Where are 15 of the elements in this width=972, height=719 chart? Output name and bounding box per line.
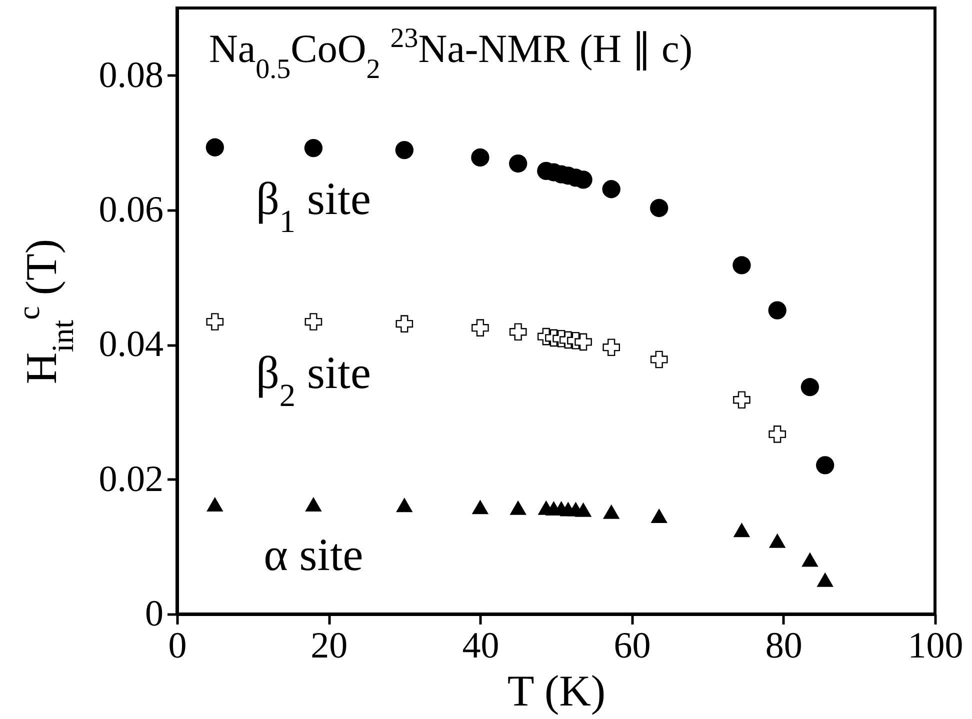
x-tick-label: 80 [765,626,802,666]
y-tick-label: 0.04 [98,324,164,366]
x-tick-label: 20 [310,626,348,666]
y-tick-label: 0.08 [98,54,164,96]
series-label: β$_{1}$ site [256,173,371,240]
x-axis-title: T (K) [507,666,606,716]
y-tick-label: 0.06 [98,190,164,230]
x-tick-label: 60 [614,626,651,666]
series-label: β$_{2}$ site [256,346,371,413]
text: Na$_{0.5}$CoO$_{2}$ $^{23}$Na-NMR (H ∥ c) [209,22,693,84]
x-tick-label: 100 [908,626,964,666]
x-tick-label: 40 [462,626,500,666]
y-tick-label: 0 [145,594,164,634]
y-tick-label: 0.02 [98,458,164,500]
series-label: α site [264,529,364,580]
